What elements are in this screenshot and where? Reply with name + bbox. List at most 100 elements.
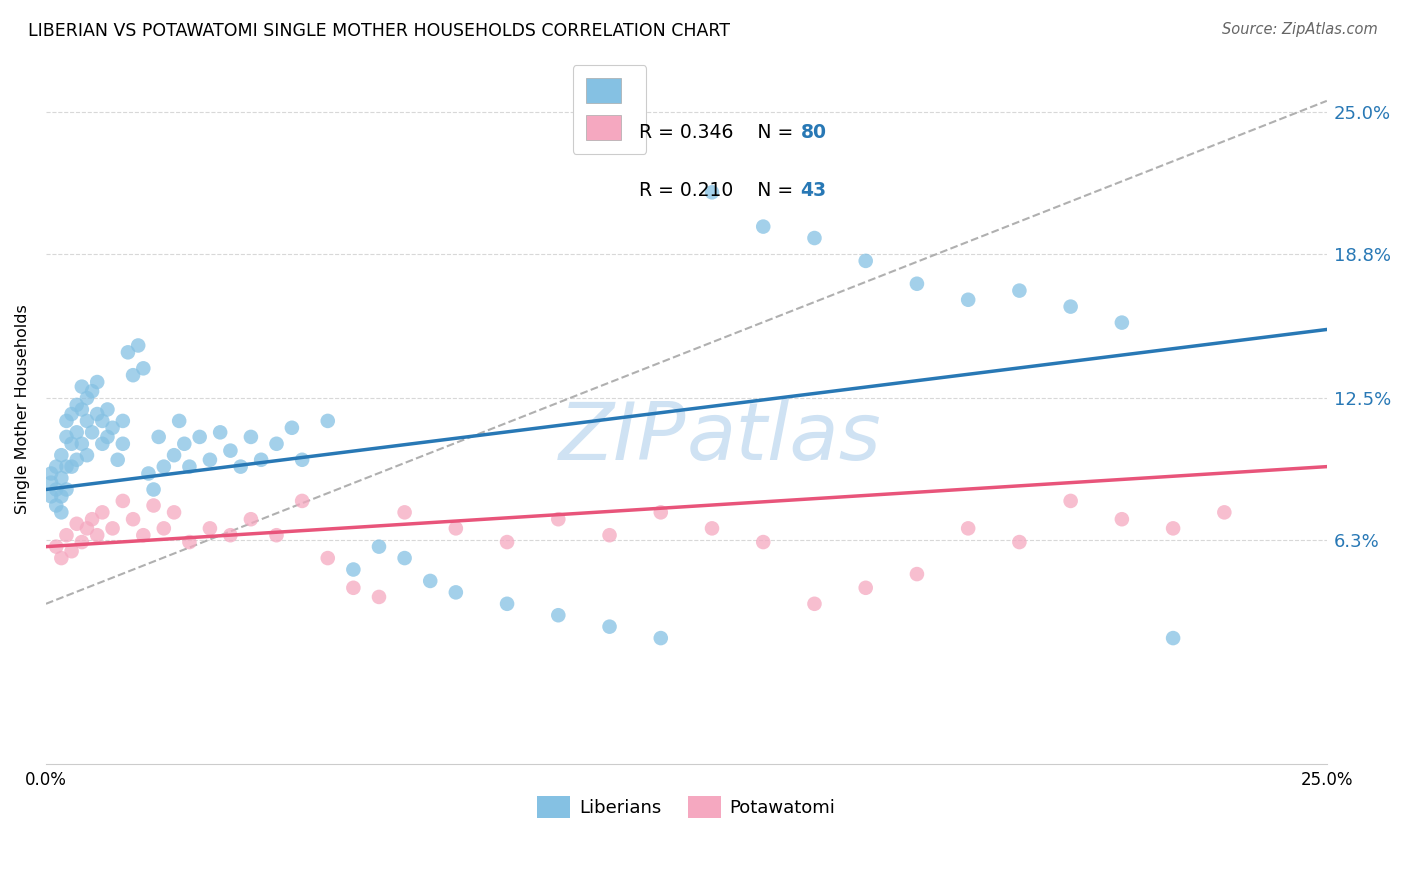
Point [86, 528, 108, 542]
Point [219, 528, 242, 542]
Point [855, 581, 877, 595]
Point [70, 402, 93, 417]
Point [496, 535, 519, 549]
Point [122, 512, 145, 526]
Point [1111, 512, 1133, 526]
Point [51, 505, 73, 519]
Point [70, 535, 93, 549]
Point [101, 521, 124, 535]
Point [163, 505, 186, 519]
Point [198, 452, 221, 467]
Point [163, 448, 186, 462]
Point [39, 475, 62, 490]
Point [803, 597, 825, 611]
Point [752, 219, 775, 234]
Point [368, 590, 391, 604]
Point [80, 512, 103, 526]
Point [1059, 300, 1081, 314]
Point [547, 608, 569, 623]
Point [444, 521, 467, 535]
Point [60, 407, 83, 421]
Point [188, 430, 211, 444]
Point [752, 535, 775, 549]
Point [1161, 521, 1184, 535]
Text: LIBERIAN VS POTAWATOMI SINGLE MOTHER HOUSEHOLDS CORRELATION CHART: LIBERIAN VS POTAWATOMI SINGLE MOTHER HOU… [28, 22, 730, 40]
Point [60, 437, 83, 451]
Text: ZIP: ZIP [560, 399, 686, 477]
Point [60, 459, 83, 474]
Point [66, 398, 89, 412]
Point [855, 253, 877, 268]
Text: Source: ZipAtlas.com: Source: ZipAtlas.com [1222, 22, 1378, 37]
Point [66, 425, 89, 440]
Point [111, 494, 134, 508]
Point [70, 379, 93, 393]
Point [76, 448, 98, 462]
Point [153, 521, 176, 535]
Point [148, 430, 170, 444]
Point [239, 430, 262, 444]
Point [111, 437, 134, 451]
Point [342, 581, 364, 595]
Point [179, 459, 201, 474]
Point [905, 567, 928, 582]
Point [281, 421, 304, 435]
Text: R = 0.346    N =: R = 0.346 N = [638, 123, 799, 142]
Point [55, 483, 77, 497]
Point [291, 452, 314, 467]
Point [266, 528, 288, 542]
Point [80, 384, 103, 399]
Point [266, 437, 288, 451]
Point [394, 551, 416, 566]
Point [173, 437, 195, 451]
Point [39, 467, 62, 481]
Text: atlas: atlas [686, 399, 882, 477]
Point [905, 277, 928, 291]
Point [76, 521, 98, 535]
Point [1161, 631, 1184, 645]
Point [700, 186, 723, 200]
Point [198, 521, 221, 535]
Point [45, 483, 67, 497]
Point [394, 505, 416, 519]
Point [91, 505, 114, 519]
Point [229, 459, 252, 474]
Point [142, 483, 165, 497]
Text: R = 0.210    N =: R = 0.210 N = [638, 180, 799, 200]
Point [60, 544, 83, 558]
Point [1008, 535, 1031, 549]
Point [496, 597, 519, 611]
Point [138, 467, 160, 481]
Point [55, 430, 77, 444]
Point [76, 391, 98, 405]
Point [239, 512, 262, 526]
Point [55, 459, 77, 474]
Point [80, 425, 103, 440]
Point [45, 459, 67, 474]
Point [91, 437, 114, 451]
Point [700, 521, 723, 535]
Point [179, 535, 201, 549]
Point [76, 414, 98, 428]
Point [167, 414, 190, 428]
Point [127, 338, 149, 352]
Point [45, 499, 67, 513]
Point [250, 452, 273, 467]
Point [86, 375, 108, 389]
Point [1008, 284, 1031, 298]
Text: 43: 43 [800, 180, 827, 200]
Point [547, 512, 569, 526]
Point [132, 528, 155, 542]
Point [342, 562, 364, 576]
Point [153, 459, 176, 474]
Point [316, 414, 339, 428]
Point [45, 540, 67, 554]
Point [957, 293, 980, 307]
Point [419, 574, 441, 588]
Point [96, 402, 118, 417]
Point [219, 443, 242, 458]
Point [122, 368, 145, 383]
Point [51, 471, 73, 485]
Point [51, 551, 73, 566]
Point [91, 414, 114, 428]
